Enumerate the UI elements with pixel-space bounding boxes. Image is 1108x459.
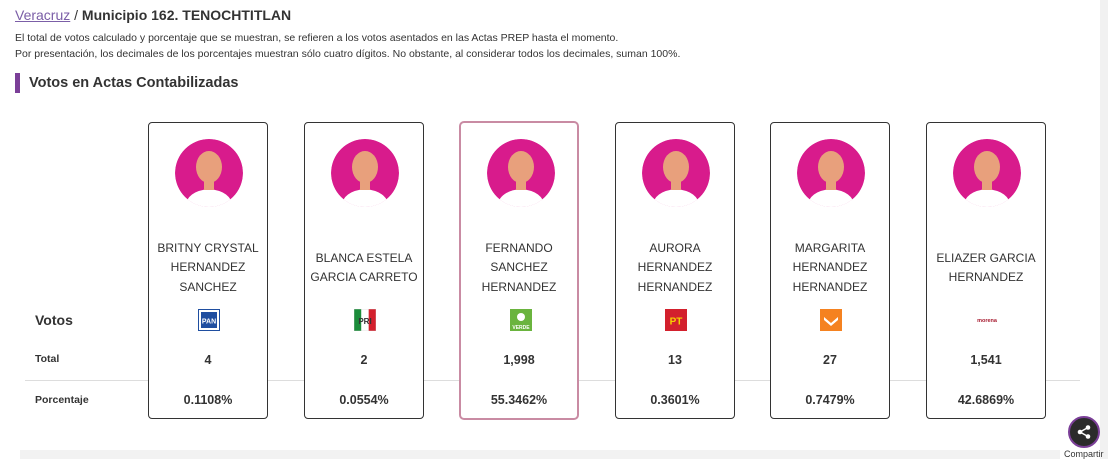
candidate-card[interactable]: BRITNY CRYSTAL HERNANDEZ SANCHEZ PAN 4 0.11… bbox=[148, 122, 268, 419]
candidate-avatar bbox=[331, 139, 399, 207]
candidate-avatar bbox=[953, 139, 1021, 207]
candidate-avatar bbox=[175, 139, 243, 207]
pt-logo: PT bbox=[665, 309, 687, 331]
candidate-card[interactable]: MARGARITA HERNANDEZ HERNANDEZ 27 0.7479% bbox=[770, 122, 890, 419]
candidate-percentage: 0.1108% bbox=[183, 393, 233, 407]
svg-text:morena: morena bbox=[977, 318, 998, 324]
row-label-porcentaje: Porcentaje bbox=[35, 394, 89, 406]
pri-logo: PRI bbox=[353, 308, 377, 332]
mc-logo bbox=[820, 309, 842, 331]
candidate-card[interactable]: AURORA HERNANDEZ HERNANDEZ PT 13 0.3601% bbox=[615, 122, 735, 419]
pan-logo: PAN bbox=[197, 308, 221, 332]
svg-text:PRI: PRI bbox=[358, 317, 371, 326]
candidate-name: BLANCA ESTELA GARCIA CARRETO bbox=[310, 250, 418, 285]
svg-text:PAN: PAN bbox=[202, 319, 216, 326]
breadcrumb: Veracruz / Municipio 162. TENOCHTITLAN bbox=[15, 7, 291, 23]
candidate-name: FERNANDO SANCHEZ HERNANDEZ bbox=[481, 240, 557, 294]
candidate-card[interactable]: ELIAZER GARCIA HERNANDEZ morena 1,541 42.68… bbox=[926, 122, 1046, 419]
info-line-1: El total de votos calculado y porcentaje… bbox=[15, 32, 619, 44]
candidate-percentage: 42.6869% bbox=[957, 393, 1015, 407]
share-icon bbox=[1077, 425, 1091, 439]
candidate-card[interactable]: BLANCA ESTELA GARCIA CARRETO PRI 2 0.0554% bbox=[304, 122, 424, 419]
candidate-name: BRITNY CRYSTAL HERNANDEZ SANCHEZ bbox=[157, 240, 259, 294]
bottom-panel bbox=[20, 450, 1060, 459]
candidate-name: AURORA HERNANDEZ HERNANDEZ bbox=[637, 240, 713, 294]
candidate-percentage: 0.7479% bbox=[805, 393, 855, 407]
candidate-total-votes: 4 bbox=[204, 353, 212, 367]
candidate-percentage: 0.0554% bbox=[339, 393, 389, 407]
section-title: Votos en Actas Contabilizadas bbox=[15, 73, 239, 93]
candidate-total-votes: 1,998 bbox=[503, 353, 535, 367]
svg-text:VERDE: VERDE bbox=[512, 325, 530, 331]
info-text: El total de votos calculado y porcentaje… bbox=[15, 30, 680, 62]
morena-logo: morena bbox=[976, 309, 998, 331]
verde-logo: VERDE bbox=[510, 309, 532, 331]
breadcrumb-link-veracruz[interactable]: Veracruz bbox=[15, 7, 71, 23]
candidate-total-votes: 13 bbox=[668, 353, 682, 367]
svg-text:PT: PT bbox=[670, 317, 683, 328]
share-button[interactable] bbox=[1068, 416, 1100, 448]
candidate-avatar bbox=[797, 139, 865, 207]
candidate-total-votes: 27 bbox=[823, 353, 837, 367]
candidate-total-votes: 1,541 bbox=[970, 353, 1002, 367]
candidate-name: MARGARITA HERNANDEZ HERNANDEZ bbox=[792, 240, 868, 294]
info-line-2: Por presentación, los decimales de los p… bbox=[15, 48, 681, 60]
page-scrollbar[interactable] bbox=[1100, 0, 1108, 459]
candidate-avatar bbox=[642, 139, 710, 207]
candidate-percentage: 55.3462% bbox=[490, 393, 548, 407]
candidate-percentage: 0.3601% bbox=[650, 393, 700, 407]
candidate-total-votes: 2 bbox=[360, 353, 368, 367]
share-label: Compartir bbox=[1064, 449, 1104, 459]
row-label-votos: Votos bbox=[35, 312, 73, 328]
section-title-bar bbox=[15, 73, 20, 93]
candidate-card[interactable]: FERNANDO SANCHEZ HERNANDEZ VERDE 1,998 55.3… bbox=[459, 121, 579, 420]
breadcrumb-separator: / bbox=[70, 7, 82, 23]
row-label-total: Total bbox=[35, 353, 60, 365]
candidate-avatar bbox=[487, 139, 555, 207]
section-title-text: Votos en Actas Contabilizadas bbox=[29, 75, 239, 91]
breadcrumb-current: Municipio 162. TENOCHTITLAN bbox=[81, 7, 292, 23]
candidate-name: ELIAZER GARCIA HERNANDEZ bbox=[936, 250, 1036, 285]
